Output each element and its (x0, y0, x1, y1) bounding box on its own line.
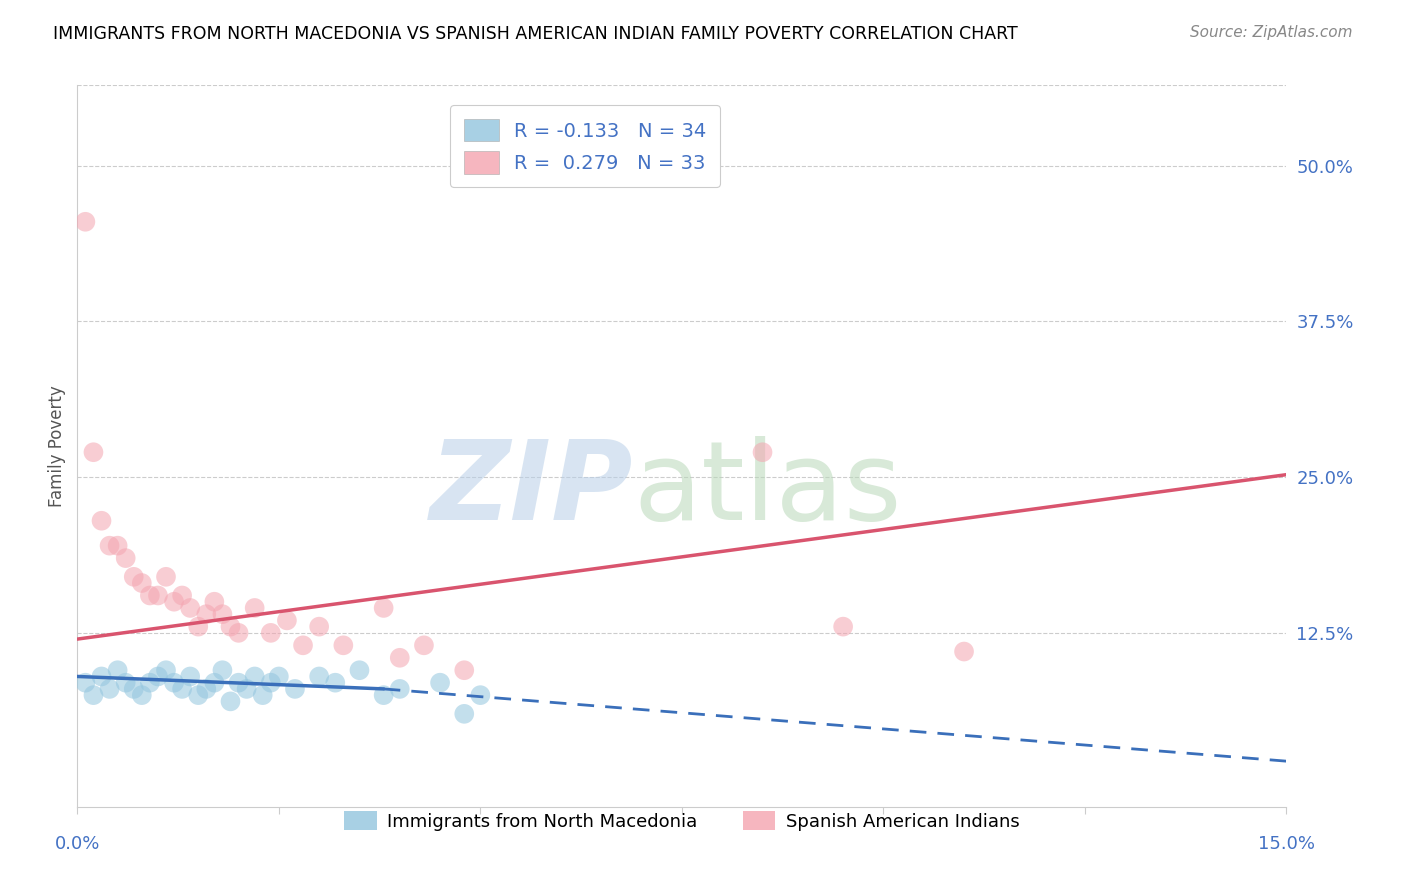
Point (107, 663, 129, 677)
Point (373, 601, 395, 615)
Legend: Immigrants from North Macedonia, Spanish American Indians: Immigrants from North Macedonia, Spanish… (337, 805, 1026, 838)
Point (131, 688, 153, 702)
Point (470, 688, 492, 702)
Point (114, 551, 136, 566)
Point (323, 675, 346, 690)
Point (260, 625, 283, 640)
Point (75, 675, 97, 690)
Text: IMMIGRANTS FROM NORTH MACEDONIA VS SPANISH AMERICAN INDIAN FAMILY POVERTY CORREL: IMMIGRANTS FROM NORTH MACEDONIA VS SPANI… (53, 25, 1018, 43)
Point (202, 595, 225, 609)
Point (308, 619, 330, 633)
Point (195, 681, 218, 696)
Point (243, 601, 266, 615)
Point (332, 638, 354, 652)
Point (276, 614, 298, 628)
Point (98, 681, 121, 696)
Point (163, 595, 186, 609)
Point (219, 694, 242, 708)
Point (90, 514, 112, 528)
Point (131, 576, 153, 591)
Point (373, 688, 395, 702)
Point (75, 215, 97, 229)
Point (228, 675, 250, 690)
Point (453, 663, 475, 677)
Point (267, 669, 290, 683)
Point (90, 669, 112, 683)
Point (953, 644, 976, 658)
Point (235, 681, 257, 696)
Point (219, 619, 242, 633)
Point (413, 638, 436, 652)
Point (284, 681, 307, 696)
Y-axis label: Family Poverty: Family Poverty (48, 385, 66, 507)
Text: 15.0%: 15.0% (1258, 835, 1315, 853)
Point (832, 619, 855, 633)
Point (82, 688, 104, 702)
Point (228, 625, 250, 640)
Point (388, 681, 411, 696)
Point (179, 669, 201, 683)
Point (172, 681, 194, 696)
Point (155, 663, 177, 677)
Text: 0.0%: 0.0% (55, 835, 100, 853)
Point (211, 663, 233, 677)
Text: ZIP: ZIP (430, 436, 634, 543)
Point (187, 688, 209, 702)
Point (98, 539, 121, 553)
Point (388, 650, 411, 665)
Point (260, 675, 283, 690)
Point (453, 706, 475, 721)
Point (172, 589, 194, 603)
Point (349, 663, 371, 677)
Point (163, 675, 186, 690)
Point (139, 675, 162, 690)
Point (146, 589, 169, 603)
Point (252, 688, 274, 702)
Point (308, 669, 330, 683)
Point (429, 675, 451, 690)
Point (187, 619, 209, 633)
Point (122, 681, 145, 696)
Point (292, 638, 315, 652)
Point (195, 607, 218, 622)
Point (751, 445, 773, 459)
Point (146, 669, 169, 683)
Point (202, 675, 225, 690)
Text: Source: ZipAtlas.com: Source: ZipAtlas.com (1189, 25, 1353, 40)
Point (211, 607, 233, 622)
Point (114, 675, 136, 690)
Point (82, 445, 104, 459)
Point (155, 570, 177, 584)
Point (139, 589, 162, 603)
Point (122, 570, 145, 584)
Text: atlas: atlas (634, 436, 903, 543)
Point (107, 539, 129, 553)
Point (179, 601, 201, 615)
Point (243, 669, 266, 683)
